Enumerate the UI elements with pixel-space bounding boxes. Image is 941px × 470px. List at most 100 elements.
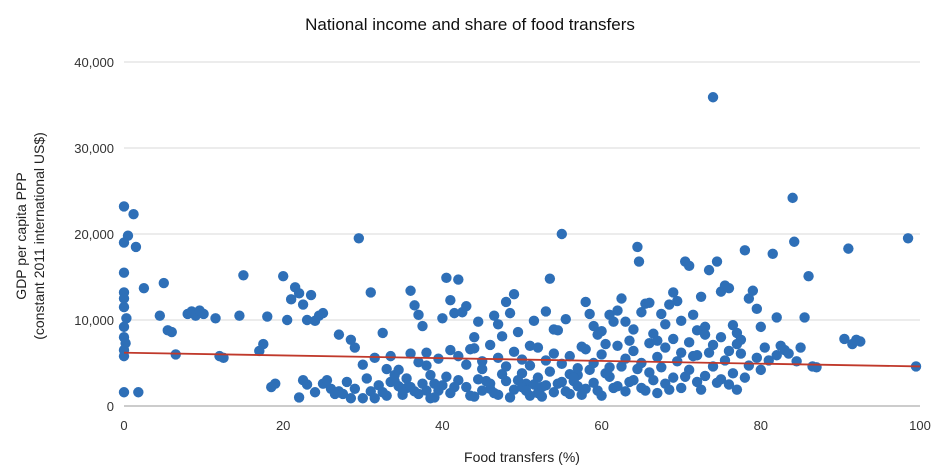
data-point [524, 340, 536, 351]
data-point [349, 383, 361, 394]
data-point [695, 291, 707, 302]
data-point [118, 201, 130, 212]
data-point [668, 287, 679, 298]
data-point [389, 375, 400, 387]
data-point [596, 349, 607, 360]
data-point [703, 264, 715, 276]
data-point [799, 312, 810, 323]
y-tick-label: 20,000 [74, 227, 114, 242]
data-point [409, 386, 420, 397]
data-point [616, 361, 627, 372]
data-point [504, 392, 516, 403]
data-point [413, 356, 424, 368]
data-point [620, 386, 631, 397]
data-point [128, 209, 139, 220]
data-point [612, 305, 623, 316]
data-point [524, 360, 536, 371]
data-point [528, 379, 540, 390]
data-point [644, 297, 655, 308]
data-point [644, 338, 655, 349]
data-point [676, 382, 687, 394]
data-point [118, 387, 130, 398]
data-point [158, 277, 169, 289]
data-point [843, 243, 854, 254]
data-point [735, 348, 747, 359]
data-point [652, 387, 663, 399]
data-point [683, 337, 695, 348]
data-point [755, 364, 766, 376]
data-point [795, 342, 806, 353]
data-point [676, 347, 687, 358]
data-point [580, 344, 591, 355]
data-point [552, 325, 564, 336]
data-point [337, 388, 349, 400]
data-point [608, 382, 619, 394]
data-point [747, 285, 759, 296]
data-point [118, 267, 130, 278]
data-point [715, 332, 727, 343]
data-point [727, 319, 739, 331]
data-point [855, 336, 866, 347]
data-point [633, 256, 645, 267]
data-point [691, 376, 703, 388]
y-axis-title: GDP per capita PPP (constant 2011 intern… [13, 132, 47, 340]
data-point [628, 345, 639, 357]
data-point [469, 343, 480, 354]
data-point [421, 347, 432, 358]
data-point [572, 381, 583, 392]
data-point [608, 316, 619, 327]
data-point [707, 339, 719, 351]
data-point [477, 385, 488, 396]
data-point [743, 360, 755, 371]
x-tick-label: 80 [754, 418, 768, 433]
data-point [723, 379, 735, 390]
data-point [293, 288, 305, 299]
data-point [624, 335, 635, 346]
data-point [441, 272, 452, 284]
data-point [604, 362, 615, 373]
data-point [783, 348, 794, 359]
data-point [118, 321, 130, 333]
data-point [544, 273, 556, 284]
data-point [377, 387, 388, 398]
data-point [564, 350, 575, 362]
data-point [437, 313, 448, 324]
data-point [839, 333, 850, 345]
data-point [755, 321, 766, 333]
data-point [628, 324, 639, 335]
data-point [445, 344, 456, 356]
y-tick-label: 10,000 [74, 313, 114, 328]
data-point [600, 338, 611, 350]
data-point [767, 248, 778, 259]
data-point [278, 270, 289, 282]
data-point [512, 326, 524, 338]
data-point [660, 342, 671, 353]
y-axis-ticks: 0 10,000 20,000 30,000 40,000 [74, 55, 114, 414]
data-point [672, 295, 683, 307]
data-point [660, 319, 671, 330]
y-tick-label: 40,000 [74, 55, 114, 70]
data-point [691, 350, 703, 361]
data-point [453, 274, 464, 285]
data-point [699, 329, 711, 340]
data-point [803, 270, 814, 282]
data-point [357, 393, 368, 404]
data-point [588, 320, 599, 332]
data-point [461, 301, 472, 312]
data-point [385, 350, 396, 362]
data-point [668, 333, 679, 345]
data-point [488, 387, 500, 399]
data-point [620, 316, 631, 327]
trendline [123, 351, 921, 368]
data-point [333, 329, 345, 340]
data-point [731, 384, 743, 395]
data-point [345, 393, 357, 404]
data-point [707, 361, 719, 372]
data-point [719, 355, 731, 366]
data-point [441, 371, 452, 382]
data-point [270, 378, 281, 389]
data-point [121, 313, 132, 324]
data-point [528, 315, 540, 327]
data-point [496, 368, 508, 380]
